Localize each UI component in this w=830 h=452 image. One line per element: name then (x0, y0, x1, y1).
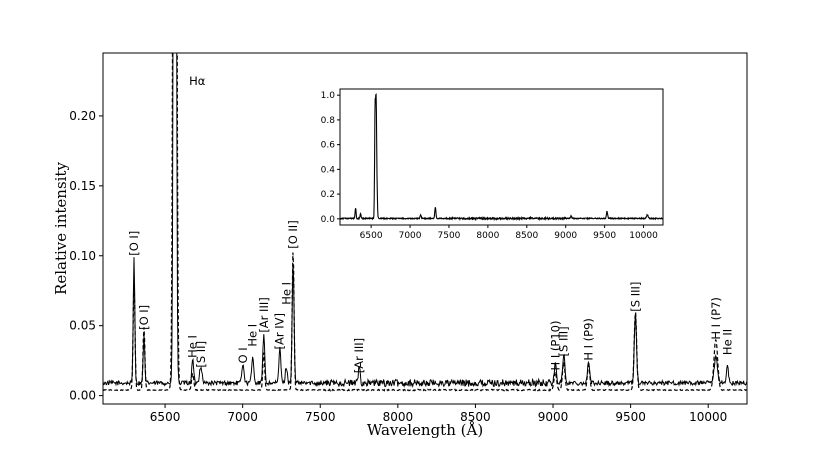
inset-x-tick-label: 9500 (593, 231, 616, 241)
inset-x-tick-label: 7000 (399, 231, 422, 241)
inset-y-ticks: 0.0 0.2 0.4 0.6 0.8 1.0 (321, 91, 340, 225)
x-tick-label: 9500 (615, 410, 646, 424)
annotation-label: [Ar IV] (273, 313, 287, 349)
series-line-solid (103, 53, 747, 389)
inset-x-tick-label: 10000 (629, 231, 658, 241)
annotation-label: [O II] (286, 220, 300, 248)
y-tick-label: 0.10 (69, 249, 96, 263)
annotation-label: H I (P7) (709, 297, 723, 340)
x-tick-label: 9000 (538, 410, 569, 424)
x-tick-label: 7500 (305, 410, 336, 424)
line-annotations: Hα[O I][O I]He I[S II] O IHe I[Ar III] [Ar… (127, 74, 734, 373)
annotation-label: [O I] (127, 231, 141, 256)
inset-series-group (340, 93, 663, 222)
annotation-label: He I (186, 335, 200, 358)
inset-y-tick-label: 0.0 (321, 215, 336, 225)
annotation-label: [O I] (137, 305, 151, 330)
main-series-group (103, 53, 747, 393)
inset-y-tick-label: 1.0 (321, 91, 336, 101)
annotation-label: [S III] (557, 326, 571, 356)
annotation-label: H I (P9) (582, 318, 596, 361)
annotation-label: H I (P10) (548, 321, 562, 371)
x-tick-label: 10000 (689, 410, 727, 424)
annotation-label: He I (246, 324, 260, 347)
annotation-label: Hα (189, 74, 206, 88)
inset-x-tick-label: 6500 (360, 231, 383, 241)
x-tick-label: 6500 (150, 410, 181, 424)
inset-plot-frame (339, 88, 664, 226)
inset-x-tick-label: 8500 (515, 231, 538, 241)
x-tick-label: 8500 (460, 410, 491, 424)
main-plot: 6500 7000 7500 8000 8500 9000 9500 10000 0.000.… (52, 52, 748, 439)
inset-y-tick-label: 0.6 (321, 141, 336, 151)
y-axis-label: Relative intensity (52, 162, 70, 295)
inset-x-tick-label: 9000 (554, 231, 577, 241)
annotation-label: O I (236, 347, 250, 363)
y-tick-label: 0.05 (69, 319, 96, 333)
y-tick-label: 0.00 (69, 389, 96, 403)
inset-background (340, 89, 663, 225)
annotation-label: [Ar III] (352, 338, 366, 373)
inset-y-tick-label: 0.4 (321, 165, 336, 175)
annotation-label: He I (279, 282, 293, 305)
x-tick-label: 7000 (227, 410, 258, 424)
inset-y-tick-label: 0.8 (321, 116, 336, 126)
x-tick-label: 8000 (383, 410, 414, 424)
annotation-label: [S II] (194, 341, 208, 368)
series-line-dashed (103, 53, 747, 393)
inset-series-line (340, 93, 663, 222)
inset-plot: 6500 7000 7500 8000 8500 9000 9500 10000 0.0 0.2… (321, 88, 664, 241)
main-y-ticks: 0.00 0.05 0.10 0.15 0.20 (69, 109, 103, 403)
annotation-label: He II (720, 329, 734, 355)
inset-x-tick-label: 8000 (476, 231, 499, 241)
y-tick-label: 0.20 (69, 109, 96, 123)
annotation-label: [S III] (628, 282, 642, 312)
inset-y-tick-label: 0.2 (321, 190, 335, 200)
inset-x-ticks: 6500 7000 7500 8000 8500 9000 9500 10000 (360, 225, 658, 241)
annotation-label: [Ar III] (257, 297, 271, 332)
main-x-ticks: 6500 7000 7500 8000 8500 9000 9500 10000 (150, 404, 727, 424)
x-axis-label: Wavelength (Å) (367, 421, 483, 439)
y-tick-label: 0.15 (69, 179, 96, 193)
inset-x-tick-label: 7500 (438, 231, 461, 241)
main-plot-frame (102, 52, 748, 405)
